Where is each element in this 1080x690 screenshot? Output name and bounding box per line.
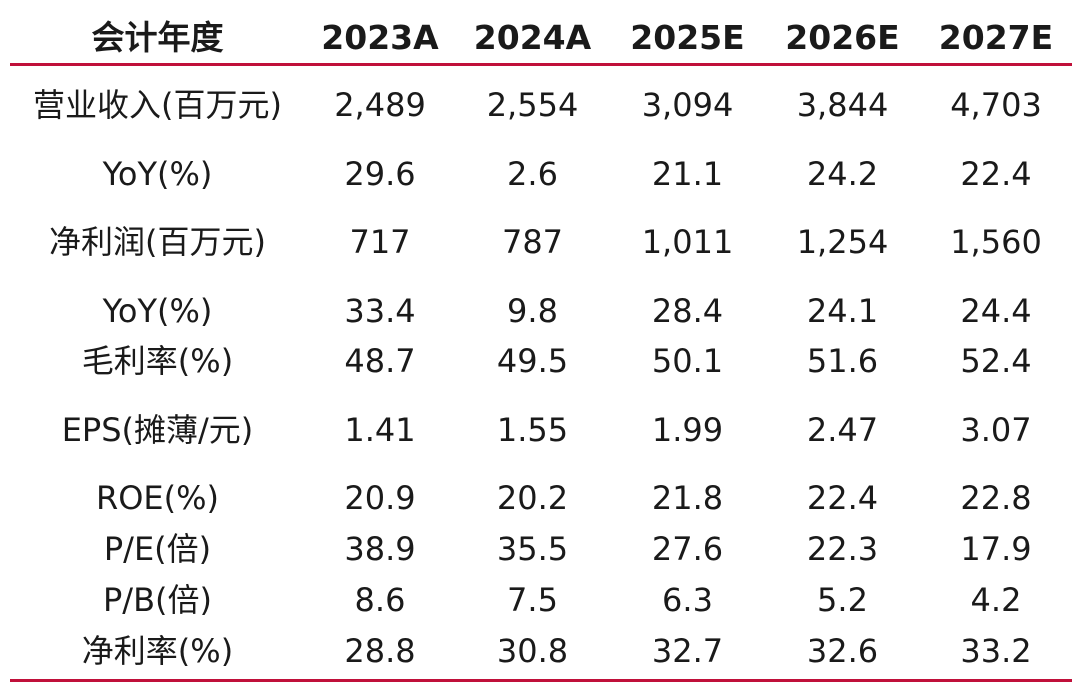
header-2025e: 2025E bbox=[630, 18, 745, 57]
table-cell: 24.2 bbox=[806, 155, 879, 193]
table-cell: 4.2 bbox=[970, 581, 1022, 619]
table-cell: 8.6 bbox=[354, 581, 406, 619]
row-label: 毛利率(%) bbox=[81, 342, 234, 380]
table-cell: 29.6 bbox=[344, 155, 416, 193]
row-label: 营业收入(百万元) bbox=[33, 86, 282, 124]
table-cell: 48.7 bbox=[344, 342, 416, 380]
row-label: YoY(%) bbox=[102, 155, 213, 193]
row-label: EPS(摊薄/元) bbox=[61, 411, 254, 449]
table-cell: 50.1 bbox=[651, 342, 724, 380]
table-cell: 2.47 bbox=[806, 411, 879, 449]
row-label: 净利率(%) bbox=[81, 632, 234, 670]
table-cell: 28.4 bbox=[651, 292, 724, 330]
header-divider-rule bbox=[10, 63, 1072, 66]
table-cell: 32.7 bbox=[651, 632, 724, 670]
row-label: 净利润(百万元) bbox=[49, 223, 266, 261]
row-label: P/B(倍) bbox=[102, 581, 212, 619]
table-cell: 22.3 bbox=[806, 530, 879, 568]
table-cell: 17.9 bbox=[960, 530, 1032, 568]
table-cell: 3,094 bbox=[641, 86, 734, 124]
table-cell: 28.8 bbox=[344, 632, 416, 670]
table-cell: 30.8 bbox=[496, 632, 569, 670]
table-cell: 6.3 bbox=[662, 581, 713, 619]
header-2027e: 2027E bbox=[938, 18, 1054, 57]
table-cell: 4,703 bbox=[950, 86, 1042, 124]
table-cell: 21.1 bbox=[651, 155, 724, 193]
table-cell: 33.2 bbox=[960, 632, 1032, 670]
table-cell: 49.5 bbox=[496, 342, 569, 380]
table-cell: 20.2 bbox=[496, 479, 569, 517]
table-cell: 2.6 bbox=[507, 155, 558, 193]
table-cell: 2,554 bbox=[486, 86, 579, 124]
table-cell: 20.9 bbox=[344, 479, 416, 517]
table-cell: 1.41 bbox=[344, 411, 416, 449]
table-cell: 2,489 bbox=[334, 86, 426, 124]
table-cell: 3,844 bbox=[796, 86, 889, 124]
table-cell: 33.4 bbox=[344, 292, 416, 330]
table-cell: 22.8 bbox=[960, 479, 1032, 517]
row-label: YoY(%) bbox=[102, 292, 213, 330]
table-cell: 24.4 bbox=[960, 292, 1032, 330]
header-2023a: 2023A bbox=[321, 18, 439, 57]
table-header-row: 会计年度 2023A 2024A 2025E 2026E 2027E bbox=[10, 0, 1072, 64]
table-cell: 35.5 bbox=[496, 530, 569, 568]
table-cell: 38.9 bbox=[344, 530, 416, 568]
table-cell: 717 bbox=[349, 223, 411, 261]
table-cell: 51.6 bbox=[806, 342, 879, 380]
row-label: ROE(%) bbox=[95, 479, 219, 517]
table-cell: 22.4 bbox=[806, 479, 879, 517]
table-cell: 787 bbox=[501, 223, 564, 261]
financial-forecast-table: 会计年度 2023A 2024A 2025E 2026E 2027E 营业收入(… bbox=[10, 0, 1072, 690]
table-cell: 1.55 bbox=[496, 411, 569, 449]
table-cell: 52.4 bbox=[960, 342, 1032, 380]
table-cell: 5.2 bbox=[817, 581, 868, 619]
table-cell: 9.8 bbox=[507, 292, 558, 330]
header-fiscal-year: 会计年度 bbox=[91, 18, 224, 57]
table-cell: 24.1 bbox=[806, 292, 879, 330]
row-label: P/E(倍) bbox=[103, 530, 212, 568]
table-bottom-rule bbox=[10, 679, 1072, 682]
table-cell: 1,560 bbox=[950, 223, 1042, 261]
table-cell: 21.8 bbox=[651, 479, 724, 517]
table-cell: 22.4 bbox=[960, 155, 1032, 193]
table-cell: 27.6 bbox=[651, 530, 724, 568]
table-cell: 3.07 bbox=[960, 411, 1032, 449]
header-2024a: 2024A bbox=[473, 18, 592, 57]
table-cell: 7.5 bbox=[507, 581, 558, 619]
table-cell: 1.99 bbox=[651, 411, 724, 449]
table-cell: 32.6 bbox=[806, 632, 879, 670]
header-2026e: 2026E bbox=[785, 18, 900, 57]
table-cell: 1,254 bbox=[796, 223, 889, 261]
table-cell: 1,011 bbox=[641, 223, 734, 261]
